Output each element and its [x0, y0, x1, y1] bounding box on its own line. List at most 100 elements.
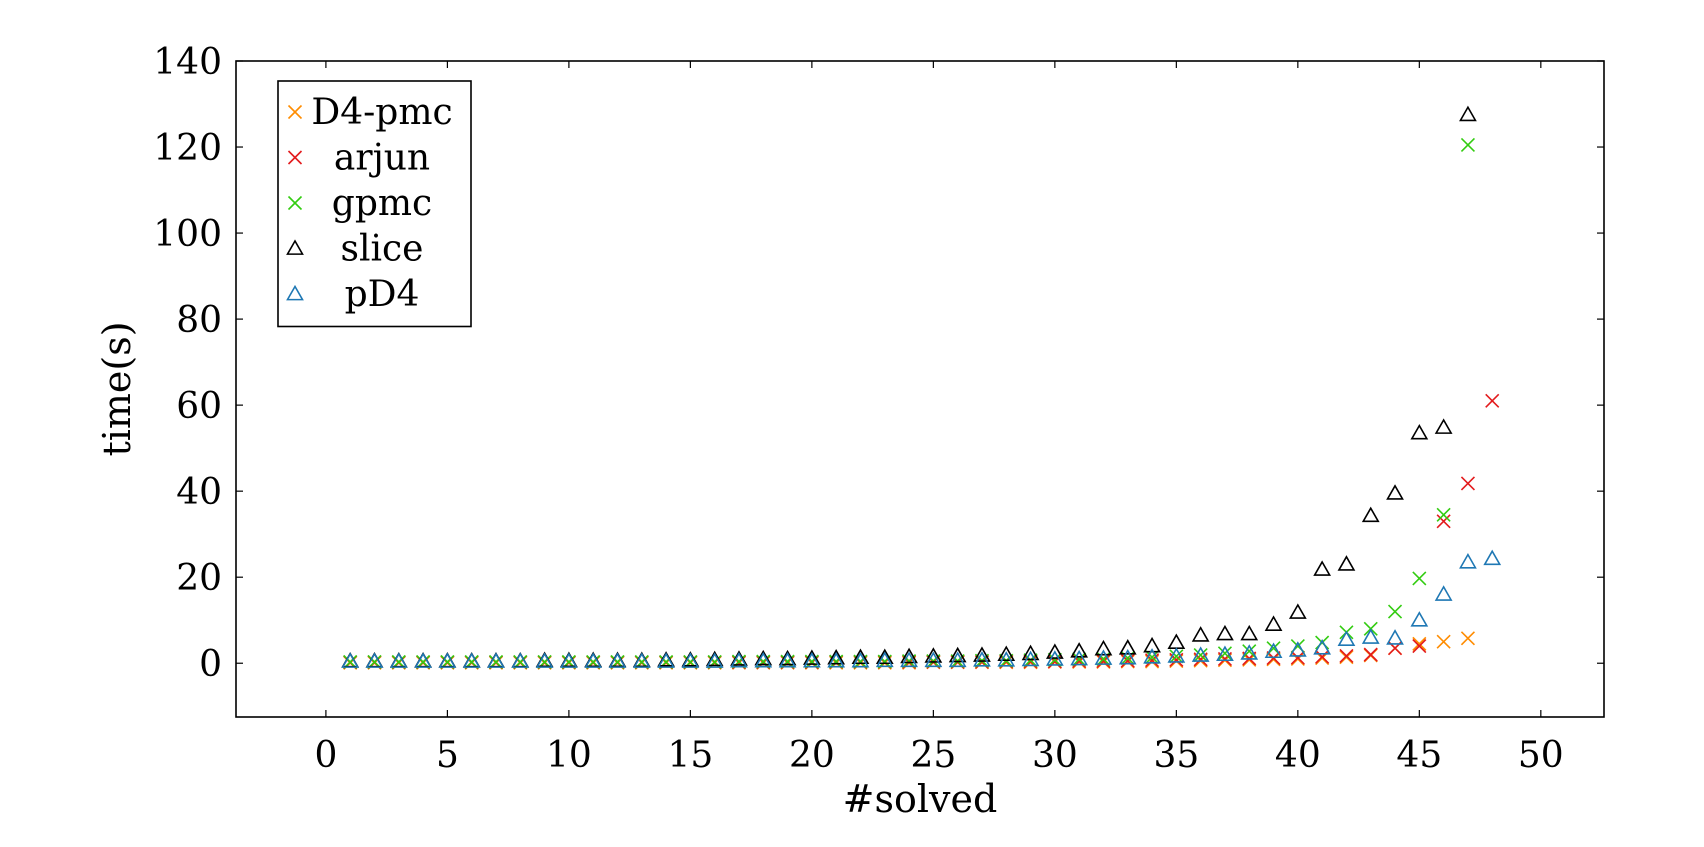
data-point	[778, 649, 797, 666]
x-tick-label: 35	[1153, 735, 1199, 776]
data-point	[754, 651, 773, 668]
y-tick-label: 140	[153, 42, 222, 83]
data-point	[1070, 649, 1089, 666]
legend-label: pD4	[345, 274, 420, 315]
data-point	[1288, 641, 1307, 657]
marker-stroke	[1460, 631, 1475, 646]
data-point	[1337, 630, 1356, 646]
data-point	[1290, 650, 1305, 665]
data-point	[1434, 585, 1453, 601]
data-point	[462, 652, 481, 668]
data-point	[1436, 514, 1451, 529]
data-point	[973, 651, 991, 667]
data-point	[1410, 423, 1429, 440]
data-point	[900, 647, 918, 664]
data-point	[1460, 476, 1475, 491]
x-tick-label: 20	[789, 735, 835, 776]
data-point	[1118, 639, 1137, 655]
data-point	[1290, 651, 1305, 666]
data-point	[851, 648, 870, 665]
data-point	[1313, 560, 1332, 576]
data-point	[1240, 644, 1259, 660]
x-tick-label: 5	[436, 735, 459, 776]
series-slice	[341, 105, 1477, 668]
data-point	[1094, 649, 1113, 665]
data-point	[1217, 646, 1233, 661]
data-point	[851, 651, 870, 668]
x-tick-label: 45	[1396, 735, 1442, 776]
series-pd4	[341, 549, 1502, 668]
data-point	[1045, 643, 1064, 659]
data-point	[948, 646, 967, 663]
data-point	[827, 648, 846, 665]
y-tick-label: 100	[153, 214, 222, 255]
data-point	[1216, 624, 1234, 641]
data-point	[414, 652, 432, 668]
data-point	[1240, 624, 1259, 641]
marker-stroke	[731, 654, 747, 669]
legend-marker	[286, 239, 304, 255]
data-point	[1337, 555, 1356, 571]
marker-stroke	[1290, 650, 1305, 665]
data-point	[1266, 651, 1281, 666]
legend-marker	[286, 284, 304, 301]
data-point	[1021, 650, 1040, 667]
y-tick-label: 40	[176, 472, 222, 513]
data-point	[1412, 638, 1427, 654]
data-point	[1339, 648, 1354, 663]
data-point	[1315, 649, 1330, 664]
marker-stroke	[1412, 638, 1427, 654]
data-point	[1191, 646, 1210, 662]
data-point	[780, 654, 795, 669]
marker-stroke	[1193, 647, 1208, 663]
marker-stroke	[1412, 636, 1427, 651]
legend-label: D4-pmc	[311, 92, 452, 133]
y-tick-label: 120	[153, 128, 222, 169]
data-point	[730, 650, 748, 666]
marker-stroke	[707, 654, 722, 670]
legend-label: gpmc	[332, 183, 432, 224]
x-tick-label: 25	[910, 735, 956, 776]
data-point	[1361, 628, 1380, 644]
data-point	[754, 649, 773, 666]
data-point	[1459, 105, 1477, 122]
data-point	[705, 652, 724, 668]
data-point	[1313, 639, 1332, 655]
data-point	[1436, 507, 1451, 522]
data-point	[1460, 137, 1475, 152]
series-gpmc	[343, 137, 1475, 670]
data-point	[1288, 603, 1307, 619]
x-tick-label: 30	[1032, 735, 1078, 776]
data-point	[560, 652, 578, 668]
x-tick-label: 50	[1518, 735, 1564, 776]
marker-stroke	[1363, 647, 1378, 662]
marker-stroke	[287, 195, 303, 211]
data-point	[389, 652, 408, 668]
marker-stroke	[1387, 604, 1403, 619]
data-point	[948, 651, 967, 668]
data-point	[900, 651, 918, 668]
data-point	[632, 652, 651, 668]
marker-stroke	[1144, 650, 1160, 665]
x-axis-label: #solved	[843, 777, 998, 821]
marker-stroke	[1485, 393, 1500, 408]
data-point	[1118, 648, 1137, 665]
data-point	[707, 654, 722, 670]
data-point	[1094, 639, 1113, 656]
marker-stroke	[1047, 652, 1062, 667]
marker-stroke	[1096, 654, 1111, 669]
marker-stroke	[1169, 649, 1184, 664]
legend-box	[277, 80, 472, 328]
data-point	[1386, 629, 1404, 645]
data-point	[1387, 604, 1403, 619]
data-point	[875, 651, 894, 668]
data-point	[365, 652, 384, 668]
data-point	[1242, 644, 1257, 659]
marker-stroke	[1460, 137, 1475, 152]
data-point	[1436, 634, 1451, 649]
y-tick-label: 80	[176, 300, 222, 341]
marker-stroke	[287, 150, 303, 165]
data-point	[1047, 652, 1062, 667]
marker-stroke	[1460, 476, 1475, 491]
